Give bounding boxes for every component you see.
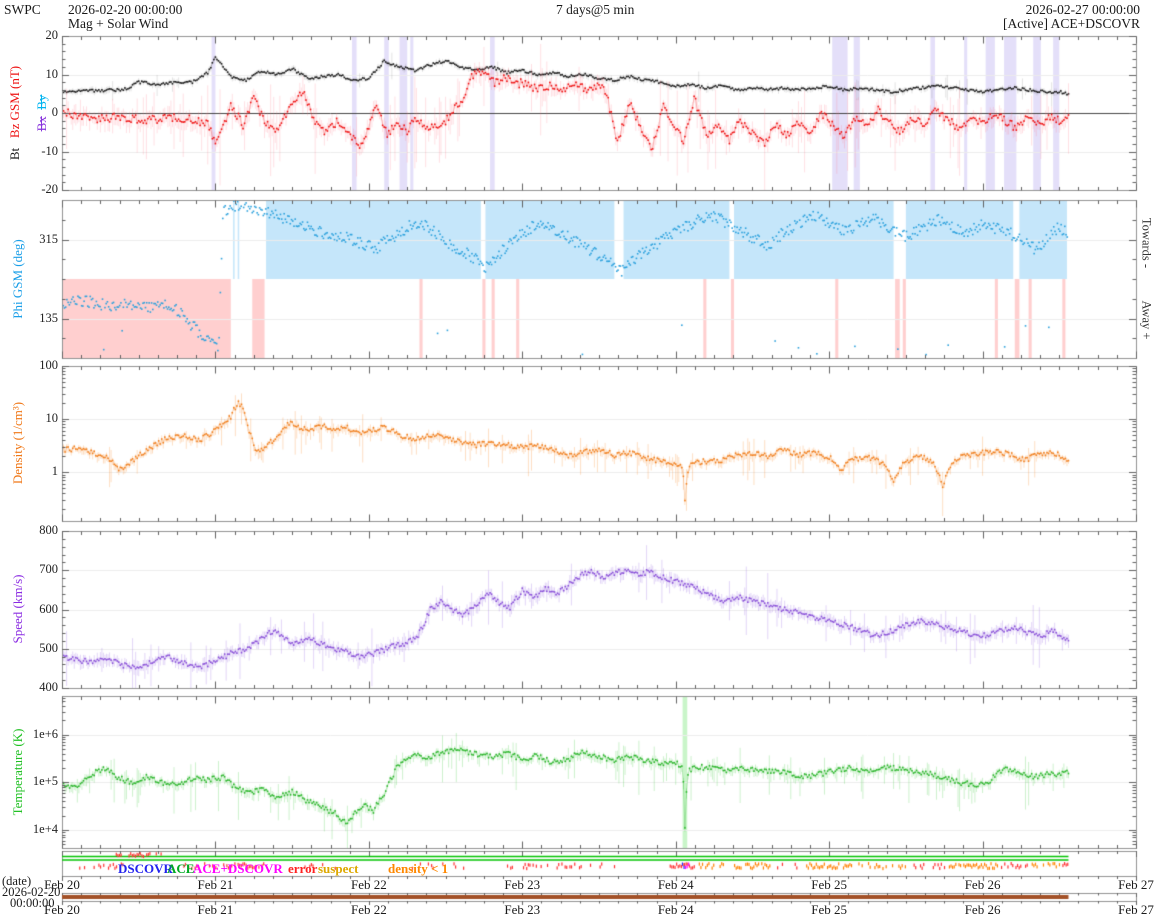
plot-start-time: 2026-02-20 00:00:00 [68, 2, 183, 17]
source-status: [Active] ACE+DSCOVR [1003, 16, 1140, 31]
x-date-label: Feb 26 [964, 902, 1001, 915]
y-tick-label: 0 [51, 105, 58, 119]
phi-axis-label: Phi GSM (deg) [10, 239, 25, 319]
y-tick-label: -10 [41, 143, 58, 158]
x-date-label: Feb 25 [811, 877, 848, 892]
y-tick-label: 1e+5 [32, 774, 58, 789]
away-sector-label: Away + [1139, 300, 1154, 340]
towards-sector-label: Towards - [1139, 217, 1154, 269]
y-tick-label: -20 [41, 182, 58, 196]
date-axis-note: (date) [2, 874, 32, 888]
legend-item-density-1: density < 1 [388, 861, 449, 876]
y-tick-label: 700 [39, 562, 58, 577]
x-date-label: Feb 22 [350, 877, 387, 892]
app-logo-text: SWPC [4, 2, 41, 17]
x-date-label: Feb 27 [1118, 877, 1154, 892]
x-date-label: Feb 20 [44, 902, 80, 915]
legend-item-dscovr: DSCOVR [118, 861, 173, 876]
y-tick-label: 10 [45, 411, 59, 426]
origin-time: 00:00:00 [10, 896, 55, 910]
y-tick-label: 1 [51, 464, 58, 479]
x-date-label: Feb 24 [657, 877, 694, 892]
legend-item-suspect: suspect [318, 861, 359, 876]
plot-end-time: 2026-02-27 00:00:00 [1025, 2, 1140, 17]
x-date-label: Feb 27 [1118, 902, 1154, 915]
x-date-label: Feb 21 [197, 902, 234, 915]
x-date-label: Feb 24 [657, 902, 694, 915]
y-tick-label: 1e+4 [32, 822, 58, 837]
legend-item-ace: ACE [167, 861, 195, 876]
y-tick-label: 400 [39, 680, 58, 694]
x-date-label: Feb 25 [811, 902, 848, 915]
x-date-label: Feb 23 [504, 877, 541, 892]
y-tick-label: 20 [45, 28, 59, 42]
x-date-label: Feb 21 [197, 877, 234, 892]
x-date-label: Feb 20 [44, 877, 80, 892]
y-tick-label: 1e+6 [32, 726, 58, 741]
y-tick-label: 315 [39, 231, 58, 246]
x-date-label: Feb 23 [504, 902, 541, 915]
plot-cadence: 7 days@5 min [556, 2, 635, 17]
legend-item-ace-dscovr: ACE+DSCOVR [193, 861, 283, 876]
y-tick-label: 500 [39, 640, 58, 655]
legend-item-error: error [288, 861, 318, 876]
origin-date: 2026-02-20 [2, 885, 61, 899]
x-date-label: Feb 22 [350, 902, 387, 915]
plot-title: Mag + Solar Wind [68, 16, 169, 31]
y-tick-label: 135 [39, 310, 58, 325]
x-date-label: Feb 26 [964, 877, 1001, 892]
y-tick-label: 100 [39, 358, 58, 372]
y-tick-label: 600 [39, 601, 58, 616]
y-tick-label: 10 [45, 66, 59, 81]
y-tick-label: 800 [39, 523, 58, 537]
